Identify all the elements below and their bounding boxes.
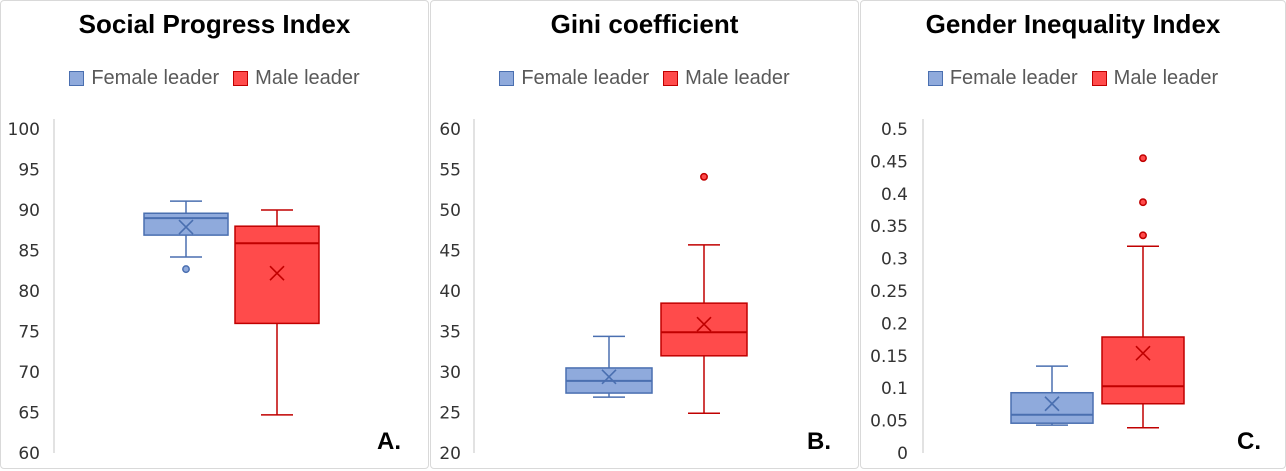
- box-iqr: [143, 212, 229, 236]
- y-tick-label: 25: [439, 404, 461, 424]
- y-tick-label: 80: [18, 282, 40, 302]
- legend-item-female: Female leader: [927, 67, 1078, 90]
- box-iqr: [1010, 391, 1094, 424]
- y-tick-label: 60: [439, 120, 461, 140]
- legend: Female leader Male leader: [861, 67, 1285, 90]
- chart-title: Social Progress Index: [78, 9, 351, 39]
- mean-marker: [1135, 345, 1151, 361]
- y-tick-label: 0.15: [870, 347, 908, 367]
- male-swatch-icon: [1091, 71, 1107, 86]
- y-tick-label: 0.5: [881, 120, 908, 140]
- y-tick-label: 30: [439, 363, 461, 383]
- legend-label: Male leader: [255, 67, 360, 89]
- y-tick-label: 55: [439, 161, 461, 181]
- y-tick-label: 95: [18, 161, 40, 181]
- y-tick-label: 85: [18, 242, 40, 262]
- legend-label: Male leader: [1113, 67, 1219, 89]
- y-tick-label: 90: [18, 201, 40, 221]
- outlier-point: [700, 172, 708, 181]
- panel-label: B.: [807, 428, 831, 455]
- legend-item-male: Male leader: [233, 67, 360, 90]
- box-iqr: [1101, 336, 1185, 405]
- outlier-point: [1139, 198, 1147, 207]
- legend-label: Female leader: [949, 67, 1078, 89]
- mean-marker: [601, 369, 617, 385]
- outlier-point: [182, 265, 190, 274]
- female-swatch-icon: [499, 71, 515, 86]
- y-tick-label: 70: [18, 363, 40, 383]
- legend-label: Female leader: [91, 67, 220, 89]
- y-tick-label: 45: [439, 242, 461, 262]
- chart-title: Gini coefficient: [550, 9, 739, 39]
- box-iqr: [660, 302, 748, 357]
- legend-item-female: Female leader: [499, 67, 649, 90]
- y-tick-label: 0: [897, 444, 908, 464]
- box-plot-c: 0.5 0.45 0.4 0.35 0.3 0.25 0.2 0.15 0.1 0.05 0 C.: [870, 119, 1261, 464]
- box-plot-a: 100 95 90 85 80 75 70 65 60 A.: [8, 119, 401, 464]
- legend-item-male: Male leader: [1091, 67, 1219, 90]
- male-swatch-icon: [233, 71, 249, 86]
- mean-marker: [1044, 396, 1060, 412]
- mean-marker: [696, 316, 712, 332]
- y-tick-label: 60: [18, 444, 40, 464]
- y-tick-label: 0.1: [881, 379, 908, 399]
- box-plot-b: 60 55 50 45 40 35 30 25 20 B.: [439, 119, 831, 464]
- legend-label: Male leader: [685, 67, 790, 89]
- male-swatch-icon: [663, 71, 679, 86]
- mean-marker: [269, 265, 285, 281]
- y-tick-label: 50: [439, 201, 461, 221]
- y-tick-label: 0.35: [870, 217, 908, 237]
- female-swatch-icon: [927, 71, 943, 86]
- chart-title: Gender Inequality Index: [925, 9, 1221, 39]
- legend-label: Female leader: [521, 67, 650, 89]
- legend-item-female: Female leader: [69, 67, 219, 90]
- legend: Female leader Male leader: [1, 67, 428, 90]
- y-tick-label: 20: [439, 444, 461, 464]
- panel-label: A.: [377, 428, 401, 455]
- panel-social-progress-index: Social Progress Index Female leader Male…: [0, 0, 429, 469]
- y-tick-label: 0.05: [870, 412, 908, 432]
- y-tick-label: 0.25: [870, 282, 908, 302]
- panel-label: C.: [1237, 428, 1261, 455]
- outlier-point: [1139, 231, 1147, 240]
- y-tick-label: 75: [18, 323, 40, 343]
- y-tick-label: 65: [18, 404, 40, 424]
- y-tick-label: 0.45: [870, 152, 908, 172]
- y-tick-label: 0.4: [881, 185, 908, 205]
- y-tick-label: 40: [439, 282, 461, 302]
- panel-gini-coefficient: Gini coefficient Female leader Male lead…: [430, 0, 859, 469]
- y-tick-label: 100: [8, 120, 40, 140]
- female-swatch-icon: [69, 71, 85, 86]
- outlier-point: [1139, 154, 1147, 163]
- y-tick-label: 35: [439, 323, 461, 343]
- box-iqr: [234, 225, 320, 325]
- y-tick-label: 0.2: [881, 314, 908, 334]
- y-tick-label: 0.3: [881, 250, 908, 270]
- panel-gender-inequality-index: Gender Inequality Index Female leader Ma…: [860, 0, 1286, 469]
- legend-item-male: Male leader: [663, 67, 790, 90]
- mean-marker: [178, 219, 194, 235]
- legend: Female leader Male leader: [431, 67, 858, 90]
